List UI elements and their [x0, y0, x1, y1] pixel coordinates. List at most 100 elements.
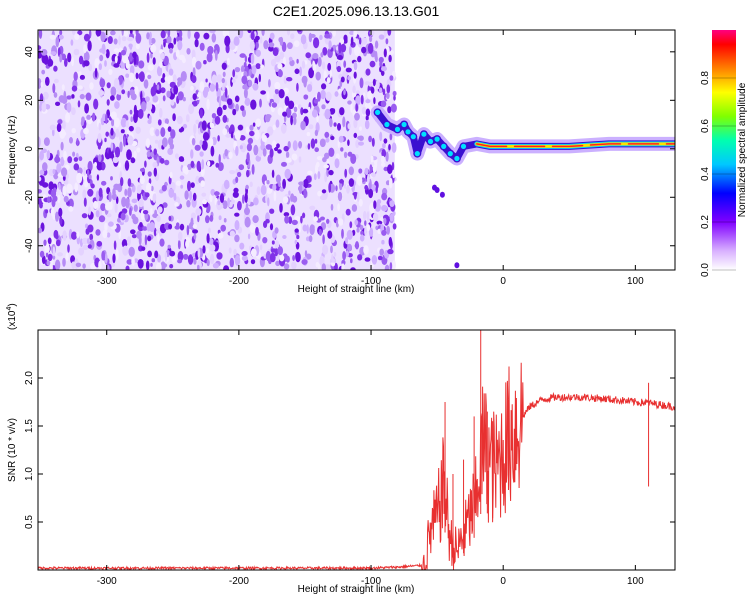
- noise-speck: [190, 212, 196, 220]
- noise-speck: [358, 168, 363, 174]
- noise-speck: [217, 162, 224, 172]
- noise-speck: [382, 88, 386, 96]
- noise-speck: [156, 65, 163, 77]
- noise-speck: [282, 178, 286, 189]
- noise-speck: [368, 81, 373, 87]
- noise-speck: [353, 61, 358, 71]
- noise-speck: [300, 107, 304, 116]
- noise-speck: [366, 224, 371, 232]
- noise-speck: [150, 44, 157, 53]
- noise-speck: [266, 180, 270, 185]
- noise-speck: [104, 253, 108, 264]
- noise-speck: [95, 190, 100, 202]
- noise-speck: [56, 123, 62, 132]
- noise-speck: [283, 87, 289, 95]
- noise-speck: [389, 132, 393, 141]
- noise-speck: [98, 90, 105, 96]
- noise-speck: [208, 227, 211, 234]
- noise-speck: [343, 89, 346, 96]
- noise-speck: [372, 165, 377, 173]
- noise-speck: [202, 245, 206, 254]
- noise-speck: [46, 150, 51, 160]
- noise-speck: [63, 195, 69, 203]
- noise-speck: [139, 168, 146, 172]
- noise-speck: [288, 190, 291, 196]
- noise-speck: [239, 145, 243, 150]
- noise-speck: [343, 151, 348, 159]
- noise-speck: [250, 259, 256, 265]
- noise-speck: [303, 188, 307, 199]
- noise-speck: [328, 147, 335, 157]
- noise-speck: [81, 213, 88, 219]
- noise-speck: [66, 183, 73, 194]
- noise-speck: [252, 83, 259, 91]
- noise-speck: [372, 212, 379, 222]
- noise-speck: [242, 84, 247, 90]
- noise-speck: [255, 41, 259, 49]
- noise-speck: [381, 239, 385, 245]
- noise-speck: [216, 252, 223, 260]
- noise-speck: [72, 151, 76, 157]
- noise-speck: [321, 104, 326, 110]
- noise-speck: [322, 47, 328, 56]
- noise-speck: [63, 150, 67, 161]
- noise-speck: [71, 107, 76, 116]
- noise-speck: [260, 90, 266, 95]
- noise-speck: [66, 102, 72, 113]
- noise-speck: [238, 164, 245, 171]
- x-tick-label: -200: [229, 276, 249, 287]
- noise-speck: [324, 131, 330, 138]
- snr-x-ticks: -300 -200 -100 0 100: [97, 330, 644, 587]
- noise-speck: [193, 233, 197, 240]
- noise-speck: [244, 55, 248, 63]
- noise-speck: [359, 37, 362, 45]
- snr-y-label: SNR (10 * v/v): [7, 418, 18, 482]
- noise-speck: [265, 218, 270, 224]
- noise-speck: [90, 183, 95, 189]
- noise-speck: [260, 64, 265, 69]
- noise-speck: [60, 141, 64, 151]
- y-tick-label: 0: [24, 146, 35, 152]
- noise-speck: [147, 64, 154, 71]
- signal-blob-center: [394, 126, 401, 132]
- noise-speck: [243, 61, 247, 68]
- noise-speck: [363, 245, 369, 255]
- noise-speck: [379, 60, 383, 68]
- noise-speck: [94, 58, 100, 69]
- noise-speck: [179, 223, 185, 231]
- noise-speck: [127, 90, 130, 98]
- noise-speck: [173, 192, 177, 201]
- noise-speck: [263, 40, 269, 50]
- noise-speck: [300, 34, 307, 45]
- noise-speck: [297, 104, 302, 109]
- noise-speck: [73, 48, 80, 56]
- noise-speck: [127, 178, 132, 187]
- noise-speck: [188, 103, 195, 115]
- noise-speck: [223, 218, 227, 223]
- noise-speck: [164, 251, 168, 262]
- y-tick-label: -40: [24, 238, 35, 253]
- noise-speck: [255, 63, 261, 70]
- signal-blob-center: [447, 151, 453, 157]
- noise-speck: [249, 40, 255, 51]
- noise-speck: [378, 34, 385, 40]
- noise-speck: [180, 126, 185, 132]
- noise-speck: [361, 107, 367, 115]
- noise-speck: [222, 71, 226, 78]
- noise-speck: [71, 30, 76, 35]
- colorbar-tick-label: 0.2: [700, 215, 711, 229]
- noise-speck: [159, 238, 165, 247]
- noise-speck: [177, 251, 184, 262]
- noise-speck: [106, 232, 111, 238]
- noise-speck: [371, 172, 376, 178]
- noise-speck: [357, 254, 363, 261]
- noise-speck: [105, 131, 109, 137]
- noise-speck: [372, 78, 376, 87]
- noise-speck: [131, 257, 135, 266]
- colorbar: 0.0 0.2 0.4 0.6 0.8 Normalized spectral ampl…: [700, 30, 748, 277]
- noise-speck: [381, 229, 387, 236]
- noise-speck: [369, 164, 373, 173]
- noise-speck: [40, 81, 44, 88]
- noise-speck: [77, 85, 83, 90]
- noise-speck: [175, 180, 182, 186]
